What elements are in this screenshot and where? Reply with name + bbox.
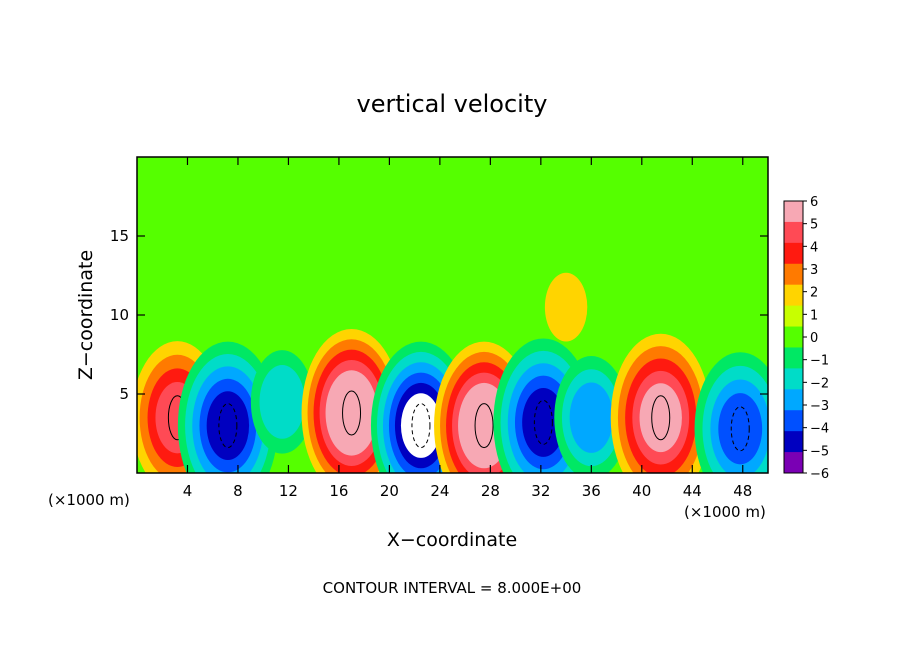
colorbar-swatch-11 <box>784 431 803 453</box>
field-cell-10-level-0 <box>544 272 588 342</box>
field-cell-3-level-5 <box>331 380 372 446</box>
colorbar-swatch-9 <box>784 389 803 411</box>
x-tick-label-44: 44 <box>683 482 702 500</box>
contour-line-8 <box>651 395 671 441</box>
colorbar-label-7: −1 <box>810 354 829 369</box>
field-cell-6-level-4 <box>522 388 565 457</box>
x-tick-label-48: 48 <box>733 482 752 500</box>
colorbar-label-2: 4 <box>810 240 818 255</box>
contour-line-5 <box>474 403 494 449</box>
colorbar-label-11: −5 <box>810 444 829 459</box>
colorbar-swatch-10 <box>784 410 803 432</box>
y-tick-label-5: 5 <box>119 385 129 403</box>
colorbar-label-6: 0 <box>810 331 818 346</box>
x-tick-label-36: 36 <box>582 482 601 500</box>
chart-title: vertical velocity <box>357 90 548 118</box>
x-tick-label-28: 28 <box>481 482 500 500</box>
x-axis-label: X−coordinate <box>387 529 517 551</box>
colorbar-swatch-6 <box>784 326 803 348</box>
colorbar-swatch-5 <box>784 305 803 328</box>
colorbar-label-0: 6 <box>810 195 818 210</box>
colorbar-swatch-12 <box>784 452 803 474</box>
colorbar-swatch-8 <box>784 368 803 390</box>
contour-line-4 <box>411 403 431 449</box>
colorbar-label-5: 1 <box>810 308 818 323</box>
contour-interval-note: CONTOUR INTERVAL = 8.000E+00 <box>323 579 582 597</box>
field-cell-9-level-3 <box>718 393 763 465</box>
y-axis-label: Z−coordinate <box>75 250 97 380</box>
colorbar-label-1: 5 <box>810 218 818 233</box>
contour-line-6 <box>533 399 553 445</box>
contour-line-3 <box>342 390 362 436</box>
x-tick-label-12: 12 <box>279 482 298 500</box>
colorbar-swatch-0 <box>784 201 803 223</box>
y-tick-label-15: 15 <box>110 227 129 245</box>
x-tick-label-20: 20 <box>380 482 399 500</box>
field-cell-4-level-5 <box>400 393 441 458</box>
colorbar-swatch-2 <box>784 242 803 265</box>
y-tick-label-10: 10 <box>110 306 129 324</box>
colorbar-label-4: 2 <box>810 286 818 301</box>
colorbar-swatch-4 <box>784 284 803 307</box>
x-tick-label-24: 24 <box>430 482 449 500</box>
colorbar-label-9: −3 <box>810 399 829 414</box>
colorbar: 6 5 4 3 2 1 0 −1 −2 −3 −4 −5 −6 <box>783 195 829 482</box>
field-cell-7-level-2 <box>569 382 613 453</box>
y-axis: 5 10 15 <box>110 227 768 403</box>
field-cell-1-level-4 <box>206 391 250 460</box>
x-tick-label-40: 40 <box>632 482 651 500</box>
x-tick-label-32: 32 <box>531 482 550 500</box>
contour-line-1 <box>218 403 238 449</box>
colorbar-label-10: −4 <box>810 422 829 437</box>
colorbar-label-8: −2 <box>810 376 829 391</box>
x-axis: 4 8 12 16 20 24 28 32 36 40 44 48 <box>183 157 752 500</box>
velocity-field <box>137 272 768 473</box>
x-tick-label-4: 4 <box>183 482 193 500</box>
field-cell-2-level-1 <box>259 365 305 439</box>
x-tick-label-8: 8 <box>233 482 243 500</box>
x-tick-label-16: 16 <box>329 482 348 500</box>
contour-line-9 <box>730 406 750 452</box>
field-cell-8-level-4 <box>639 383 682 453</box>
x-unit-right: (×1000 m) <box>684 503 766 521</box>
plot-area <box>137 157 768 473</box>
colorbar-swatch-7 <box>784 347 803 369</box>
colorbar-label-3: 3 <box>810 263 818 278</box>
colorbar-swatch-1 <box>784 221 803 244</box>
x-unit-left: (×1000 m) <box>48 491 130 509</box>
colorbar-swatch-3 <box>784 263 803 286</box>
colorbar-label-12: −6 <box>810 467 829 482</box>
